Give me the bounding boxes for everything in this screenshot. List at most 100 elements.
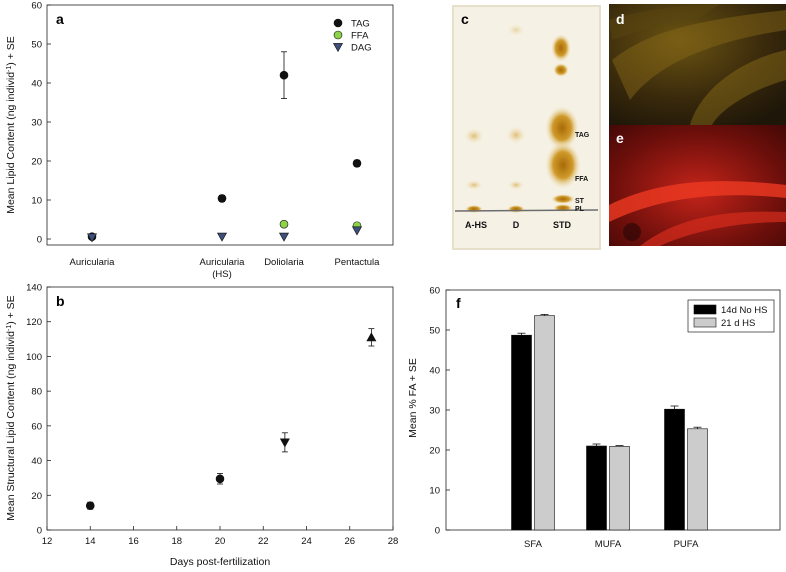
y-tick-label: 50 [31,40,42,51]
x-tick-label: (HS) [212,269,232,280]
panel-f-letter: f [456,295,461,311]
x-tick-label: 18 [171,536,182,547]
y-tick-label: 140 [26,283,42,294]
data-point-dag [216,232,228,242]
panel-f-y-axis: 0 10 20 30 40 50 60 [429,286,450,537]
panel-a-y-axis-label: Mean Lipid Content (ng individ-1) + SE [5,36,17,214]
x-tick-label: MUFA [595,539,622,550]
legend-swatch [693,317,717,328]
band-label-st: ST [575,198,585,205]
legend-marker-dag [332,43,344,53]
band-d-tag [506,126,526,144]
data-point-tag [217,194,227,203]
x-tick-label: 26 [344,536,355,547]
band-ahs-origin [465,205,483,213]
x-tick-label: 12 [42,536,53,547]
panel-a-marks [86,51,363,243]
y-tick-label: 50 [429,326,440,337]
photo-d-texture [612,10,786,100]
panel-a-x-axis: Auricularia Auricularia(HS)Doliolaria Pent… [70,257,381,280]
y-tick-label: 80 [31,387,42,398]
panel-a-frame [46,4,394,246]
band-ahs-ffa [465,180,483,190]
bar-sfa-series-1 [511,334,532,531]
data-point-tag [279,70,289,80]
y-tick-label: 40 [31,456,42,467]
y-tick-label: 60 [31,421,42,432]
legend-label: 21 d HS [721,318,755,329]
bar-sfa-series-2 [534,315,555,531]
x-tick-label: Pentactula [335,257,381,268]
panel-d-photo: d [609,4,786,125]
legend-label-ffa: FFA [351,31,369,42]
x-tick-label: 22 [258,536,269,547]
band-std-1 [551,34,571,62]
panel-b-marks [85,328,377,511]
y-tick-label: 60 [31,1,42,12]
data-point-dag [278,232,290,242]
y-tick-label: 20 [429,446,440,457]
y-tick-label: 40 [429,366,440,377]
band-d-top [507,24,525,36]
bar-pufa-series-2 [687,428,708,531]
y-tick-label: 20 [31,491,42,502]
y-tick-label: 20 [31,157,42,168]
panel-e-letter: e [616,130,624,146]
y-tick-label: 0 [37,526,42,537]
panel-f-y-axis-label: Mean % FA + SE [407,358,419,438]
data-point [366,332,377,342]
x-tick-label: 20 [215,536,226,547]
y-tick-label: 30 [31,118,42,129]
band-label-ffa: FFA [575,176,588,183]
data-point [279,438,290,448]
photo-e-band-2 [640,211,786,246]
panel-a-y-axis: 0 10 20 30 40 50 60 [31,1,51,246]
band-ahs-tag [464,128,484,144]
data-point-ffa [279,219,289,229]
legend-label-tag: TAG [351,19,370,30]
band-std-2 [553,63,569,77]
data-point [215,474,225,484]
panel-f-legend: 14d No HS 21 d HS [687,299,775,333]
panel-f-bars [511,313,708,531]
y-tick-label: 0 [37,235,42,246]
x-tick-label: 24 [301,536,312,547]
panel-e-photo: e [609,125,786,246]
plate-edge-shade [452,5,601,250]
x-tick-label: 28 [388,536,399,547]
data-point-dag [351,226,363,236]
y-tick-label: 0 [435,526,440,537]
panel-b-y-axis-label: Mean Structural Lipid Content (ng indivi… [5,295,17,520]
x-tick-label: Auricularia [70,257,116,268]
band-d-origin [507,205,525,213]
x-tick-label: 14 [85,536,96,547]
band-label-pl: PL [575,206,585,213]
lane-label: A-HS [465,220,487,230]
panel-b-frame [46,286,394,531]
y-tick-label: 10 [31,196,42,207]
panel-b-letter: b [56,293,65,309]
panel-f: f 0 10 20 30 40 50 60 SFA MUFA PUFA 14d No HS 21 … [407,286,781,550]
lane-label: D [513,220,520,230]
x-tick-label: SFA [524,539,543,550]
x-tick-label: 16 [128,536,139,547]
y-tick-label: 10 [429,486,440,497]
x-tick-label: Doliolaria [264,257,304,268]
band-std-st [551,194,575,204]
bar-mufa-series-1 [586,445,607,531]
photo-e-spot [623,223,641,241]
panel-c-letter: c [461,11,469,27]
plate-lane-labels: A-HS D STD [465,220,572,230]
y-tick-label: 40 [31,79,42,90]
legend-marker-ffa [333,30,343,40]
legend-label-dag: DAG [351,43,372,54]
band-std-ffa [545,141,581,189]
y-tick-label: 60 [429,286,440,297]
panel-a-letter: a [56,11,64,27]
legend-label: 14d No HS [721,305,767,316]
legend-swatch [693,304,717,315]
